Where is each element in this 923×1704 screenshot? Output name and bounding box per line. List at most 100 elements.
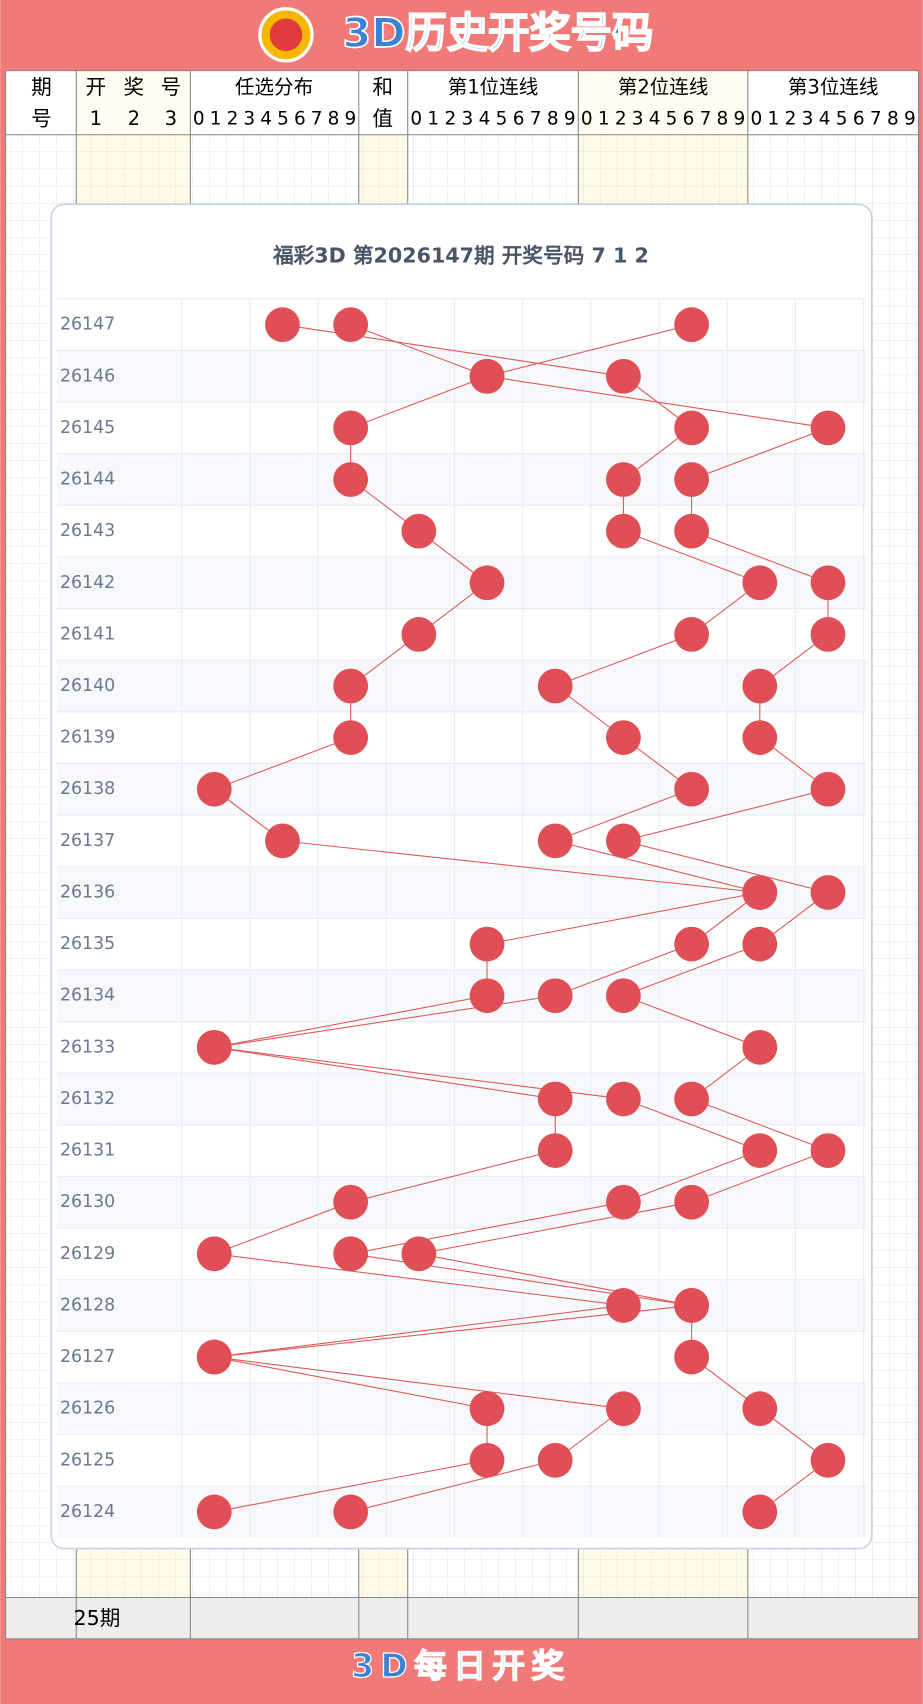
ball [333, 410, 369, 446]
ball [333, 462, 369, 497]
row-stripe [56, 1486, 867, 1538]
ball [196, 1029, 232, 1065]
ball [606, 358, 641, 394]
head-digit: 9 [904, 109, 916, 130]
ball [606, 513, 641, 549]
stripe [578, 70, 748, 135]
ball [742, 565, 778, 601]
rows: 26147 26146 26145 26144 26143 26142 26141 26140… [56, 298, 867, 1538]
ball [606, 1391, 641, 1427]
head-digit: 9 [564, 109, 576, 130]
period-label: 26134 [60, 986, 115, 1006]
head-digit: 6 [853, 109, 865, 130]
head-digit: 8 [547, 109, 559, 130]
head-digit: 3 [243, 109, 255, 130]
head-digit: 1 [768, 109, 780, 130]
period-label: 26124 [60, 1502, 115, 1522]
ball [810, 875, 846, 910]
head-digit: 7 [870, 109, 882, 130]
stripe [76, 70, 191, 135]
period-label: 26144 [60, 470, 115, 490]
row-stripe [56, 763, 867, 816]
ball [674, 616, 710, 652]
head-digit: 2 [227, 109, 239, 130]
row-stripe [56, 660, 867, 712]
ball [674, 926, 710, 962]
head-digit: 5 [836, 109, 848, 130]
ball [469, 1391, 505, 1427]
head-digit: 3 [462, 109, 474, 130]
head-cell: 奖 [124, 75, 145, 99]
head-digit: 3 [632, 109, 644, 130]
ball [674, 1184, 710, 1220]
ball [742, 1029, 778, 1065]
period-label: 26132 [60, 1089, 115, 1109]
head-cell: 和 [372, 75, 393, 99]
ball [537, 668, 573, 704]
head-digit: 6 [513, 109, 525, 130]
period-label: 26141 [60, 624, 115, 644]
ball [606, 978, 641, 1014]
head-digit: 5 [277, 109, 289, 130]
period-label: 26128 [60, 1295, 115, 1315]
ball [810, 616, 846, 652]
ball [469, 358, 505, 394]
row-stripe [56, 1382, 867, 1435]
period-label: 26135 [60, 934, 115, 954]
ball [674, 462, 710, 497]
head-digit: 0 [581, 109, 593, 130]
head-digit: 5 [666, 109, 678, 130]
head-digit: 5 [496, 109, 508, 130]
head-cell: 期 [31, 75, 52, 99]
ball [810, 1133, 846, 1168]
head-digit: 6 [294, 109, 306, 130]
ball [401, 616, 437, 652]
head-cell: 开 [85, 75, 106, 99]
head-digit: 2 [785, 109, 797, 130]
row-stripe [56, 1073, 867, 1125]
ball [333, 1494, 369, 1530]
head-cell: 号 [160, 75, 181, 99]
ball [674, 410, 710, 446]
ball [742, 1133, 778, 1168]
period-label: 26125 [60, 1450, 115, 1470]
head-digit: 9 [733, 109, 745, 130]
ball [674, 513, 710, 549]
footer-row [5, 1597, 919, 1639]
period-label: 26136 [60, 882, 115, 902]
head-digit: 4 [479, 109, 491, 130]
ball [537, 1133, 573, 1168]
ball [537, 1442, 573, 1478]
period-label: 26131 [60, 1141, 115, 1161]
ball [606, 720, 641, 756]
ball [265, 823, 300, 859]
head-cell: 任选分布 [235, 76, 313, 99]
row-stripe [56, 350, 867, 403]
ball [742, 1494, 778, 1530]
ball [674, 307, 710, 343]
ball [469, 926, 505, 962]
ball [333, 1236, 369, 1272]
period-label: 26137 [60, 831, 115, 851]
period-label: 26130 [60, 1192, 115, 1212]
head-digit: 7 [530, 109, 542, 130]
logo [258, 7, 314, 63]
ball [196, 1494, 232, 1530]
ball [606, 823, 641, 859]
head-cell: 1 [90, 107, 102, 130]
ball [469, 565, 505, 601]
ball [742, 926, 778, 962]
ball [674, 1288, 710, 1323]
ball [606, 1288, 641, 1323]
ball [606, 1081, 641, 1117]
ball [810, 771, 846, 807]
ball [537, 823, 573, 859]
ball [401, 513, 437, 549]
ball [196, 771, 232, 807]
head-digit: 8 [717, 109, 729, 130]
bottom-title: 3D每日开奖 [351, 1647, 570, 1685]
period-label: 26127 [60, 1347, 115, 1367]
row-stripe [56, 866, 867, 919]
